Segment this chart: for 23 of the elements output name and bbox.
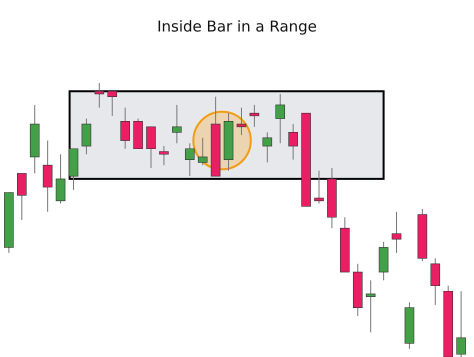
candlestick (107, 90, 118, 116)
candlestick (42, 140, 52, 212)
candlestick (456, 290, 466, 357)
candlestick (236, 107, 246, 136)
chart-title: Inside Bar in a Range (157, 18, 317, 36)
candlestick (250, 104, 260, 128)
candlestick (120, 107, 130, 150)
candlestick (159, 146, 169, 166)
candlestick (172, 104, 182, 144)
candlestick (262, 132, 272, 163)
candlestick (366, 280, 376, 333)
candlestick (17, 172, 27, 220)
candlestick (275, 93, 286, 144)
candlestick (146, 126, 156, 168)
candlestick (82, 118, 92, 155)
candlestick (184, 142, 195, 177)
candlestick (94, 82, 104, 108)
candlestick (430, 258, 440, 306)
candlestick (56, 154, 66, 204)
candlestick (392, 211, 402, 254)
candlestick (198, 137, 208, 166)
candlestick (314, 170, 324, 204)
candlestick (288, 124, 298, 160)
